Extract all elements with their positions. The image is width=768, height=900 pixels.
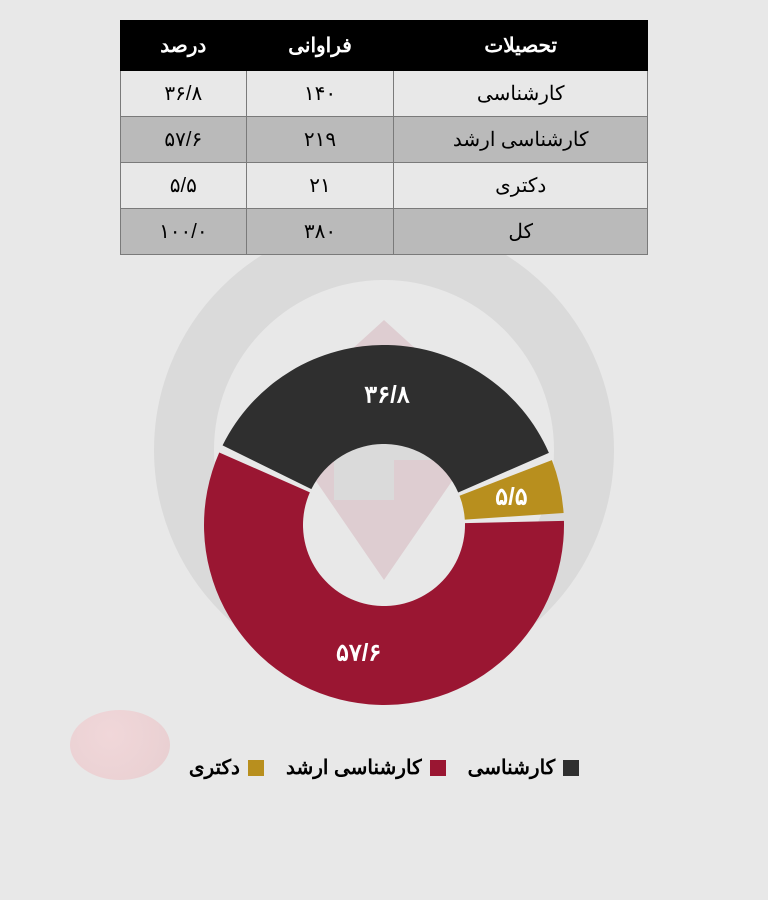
table-row: دکتری۲۱۵/۵ xyxy=(121,163,648,209)
col-frequency: فراوانی xyxy=(246,21,394,71)
table-header-row: تحصیلات فراوانی درصد xyxy=(121,21,648,71)
table-row: کل۳۸۰۱۰۰/۰ xyxy=(121,209,648,255)
col-education: تحصیلات xyxy=(394,21,648,71)
education-table: تحصیلات فراوانی درصد کارشناسی۱۴۰۳۶/۸کارش… xyxy=(120,20,648,255)
table-cell: ۲۱ xyxy=(246,163,394,209)
donut-slice-label: ۵۷/۶ xyxy=(336,639,381,668)
table-cell: ۳۸۰ xyxy=(246,209,394,255)
table-cell: کارشناسی xyxy=(394,71,648,117)
table-cell: ۳۶/۸ xyxy=(121,71,247,117)
donut-slice xyxy=(223,345,549,493)
table-cell: کل xyxy=(394,209,648,255)
legend-item: دکتری xyxy=(189,755,264,780)
legend-swatch xyxy=(248,760,264,776)
legend-label: دکتری xyxy=(189,755,240,780)
donut-slice-label: ۵/۵ xyxy=(495,482,527,511)
legend-swatch xyxy=(430,760,446,776)
legend-item: کارشناسی ارشد xyxy=(286,755,446,780)
table-cell: ۱۴۰ xyxy=(246,71,394,117)
table-cell: ۵۷/۶ xyxy=(121,117,247,163)
legend-label: کارشناسی xyxy=(468,755,556,780)
chart-legend: کارشناسی کارشناسی ارشد دکتری xyxy=(189,755,579,780)
education-donut-chart: ۳۶/۸ ۵/۵ ۵۷/۶ xyxy=(184,325,584,725)
legend-label: کارشناسی ارشد xyxy=(286,755,422,780)
table-cell: ۱۰۰/۰ xyxy=(121,209,247,255)
legend-swatch xyxy=(563,760,579,776)
table-row: کارشناسی ارشد۲۱۹۵۷/۶ xyxy=(121,117,648,163)
donut-slice-label: ۳۶/۸ xyxy=(364,380,409,409)
table-cell: ۵/۵ xyxy=(121,163,247,209)
table-cell: کارشناسی ارشد xyxy=(394,117,648,163)
table-cell: دکتری xyxy=(394,163,648,209)
table-cell: ۲۱۹ xyxy=(246,117,394,163)
legend-item: کارشناسی xyxy=(468,755,580,780)
col-percent: درصد xyxy=(121,21,247,71)
table-row: کارشناسی۱۴۰۳۶/۸ xyxy=(121,71,648,117)
